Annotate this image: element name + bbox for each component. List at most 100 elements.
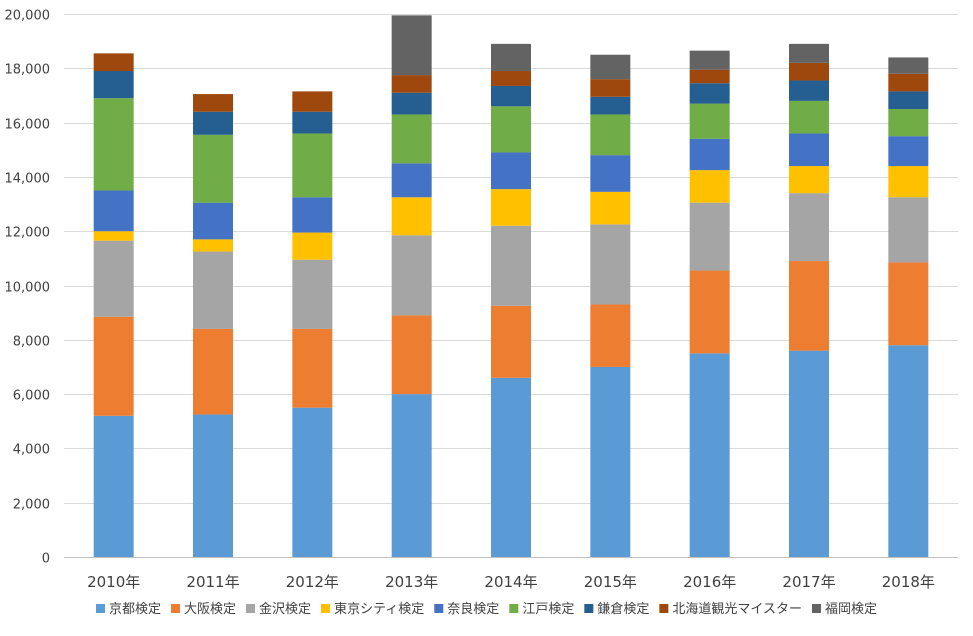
legend-swatch xyxy=(434,604,444,613)
bar-segment xyxy=(491,71,531,86)
bar-segment xyxy=(888,91,929,110)
x-tick-label: 2014年 xyxy=(484,573,537,591)
legend-item: 金沢検定 xyxy=(246,601,311,617)
bar-segment xyxy=(391,15,432,76)
bar-segment xyxy=(491,106,531,153)
bar-segment xyxy=(689,138,730,171)
bar-segment xyxy=(193,94,233,112)
bar-segment xyxy=(590,54,631,80)
bar-segment xyxy=(193,134,233,203)
bar-segment xyxy=(391,315,432,395)
legend-label: 北海道観光マイスター xyxy=(672,602,802,617)
x-tick-label: 2013年 xyxy=(385,573,438,591)
bar-segment xyxy=(193,414,233,557)
bar-segment xyxy=(193,202,233,240)
y-tick-label: 0 xyxy=(42,552,50,567)
bar-segment xyxy=(888,109,929,137)
bar-segment xyxy=(193,111,233,135)
legend-item: 大阪検定 xyxy=(171,602,236,617)
bar-segment xyxy=(391,75,432,93)
bar-segment xyxy=(888,136,929,167)
bar-segment xyxy=(292,232,333,260)
bar-segment xyxy=(292,111,333,134)
bar-segment xyxy=(491,377,531,557)
bar-segment xyxy=(689,270,730,354)
y-tick-label: 8,000 xyxy=(13,335,50,350)
bar-segment xyxy=(590,155,631,192)
bar-segment xyxy=(590,224,631,305)
bar-segment xyxy=(789,43,829,63)
bar-segment xyxy=(888,345,929,557)
bar-segment xyxy=(391,197,432,236)
y-tick-label: 4,000 xyxy=(13,443,50,458)
legend-item: 鎌倉検定 xyxy=(584,602,649,617)
bar-segment xyxy=(292,133,333,198)
bar-segment xyxy=(491,189,531,226)
bar-segment xyxy=(292,407,333,557)
legend-item: 北海道観光マイスター xyxy=(659,602,802,617)
y-tick-label: 2,000 xyxy=(13,498,50,513)
y-tick-label: 10,000 xyxy=(5,281,51,296)
bar-segment xyxy=(689,69,730,84)
bar-segment xyxy=(491,85,531,107)
x-tick-label: 2012年 xyxy=(286,573,339,591)
y-tick-label: 14,000 xyxy=(5,172,51,187)
bar-segment xyxy=(93,71,134,99)
legend-swatch xyxy=(584,604,594,613)
bar-segment xyxy=(391,114,432,164)
legend-label: 江戸検定 xyxy=(522,602,574,617)
bar-segment xyxy=(888,73,929,92)
bar-segment xyxy=(292,259,333,329)
bar-segment xyxy=(888,57,929,74)
legend: 京都検定 大阪検定 金沢検定 東京シティ検定 奈良検定 江戸検定 鎌倉検定 北海道観光マイスタ… xyxy=(96,601,877,617)
axes: 0 2,000 4,000 6,000 8,000 10,000 12,000 14,000 1… xyxy=(5,9,935,592)
bar-segment xyxy=(789,261,829,351)
bar-segment xyxy=(93,231,134,241)
legend-swatch xyxy=(246,604,256,613)
bar-segment xyxy=(689,50,730,70)
x-tick-label: 2010年 xyxy=(87,573,140,591)
bar-segment xyxy=(292,328,333,408)
bar-segment xyxy=(93,98,134,191)
bar-segment xyxy=(789,350,829,557)
bar-segment xyxy=(789,100,829,134)
bars xyxy=(93,15,929,557)
legend-item: 京都検定 xyxy=(96,602,161,617)
legend-swatch xyxy=(171,604,181,613)
bar-segment xyxy=(789,193,829,262)
legend-item: 奈良検定 xyxy=(434,601,499,617)
legend-swatch xyxy=(96,604,106,613)
bar-segment xyxy=(789,80,829,101)
bar-segment xyxy=(391,394,432,557)
legend-swatch xyxy=(509,604,519,613)
bar-segment xyxy=(93,316,134,416)
legend-label: 大阪検定 xyxy=(184,602,236,617)
bar-segment xyxy=(590,79,631,97)
bar-segment xyxy=(93,240,134,317)
y-tick-label: 6,000 xyxy=(13,389,50,404)
bar-segment xyxy=(193,328,233,415)
bar-segment xyxy=(789,133,829,167)
bar-segment xyxy=(888,197,929,263)
x-tick-label: 2018年 xyxy=(882,573,935,591)
bar-segment xyxy=(689,83,730,104)
y-tick-label: 12,000 xyxy=(5,226,51,241)
legend-item: 江戸検定 xyxy=(509,602,574,617)
bar-segment xyxy=(590,96,631,115)
bar-segment xyxy=(391,92,432,115)
legend-swatch xyxy=(659,604,669,613)
legend-label: 鎌倉検定 xyxy=(597,602,649,617)
y-tick-label: 18,000 xyxy=(5,63,51,78)
bar-segment xyxy=(292,197,333,233)
x-tick-label: 2011年 xyxy=(186,573,239,591)
legend-label: 福岡検定 xyxy=(825,602,877,617)
bar-segment xyxy=(93,190,134,232)
bar-segment xyxy=(590,191,631,225)
bar-segment xyxy=(391,235,432,316)
bar-segment xyxy=(93,415,134,557)
legend-item: 東京シティ検定 xyxy=(321,601,424,617)
legend-label: 金沢検定 xyxy=(259,601,311,617)
legend-label: 京都検定 xyxy=(109,602,161,617)
